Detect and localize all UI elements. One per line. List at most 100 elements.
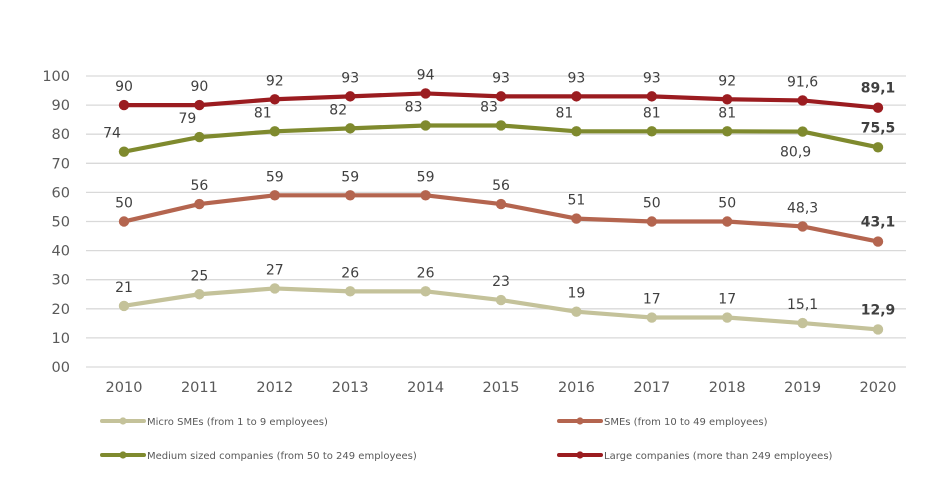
data-label: 93 [567,70,585,86]
x-tick-label: 2015 [483,380,520,396]
data-labels: 21 25 27 26 26 23 19 17 17 15,1 12,9 50 56 59 59 59 56 51… [103,67,895,318]
legend-item: Medium sized companies (from 50 to 249 e… [100,451,417,462]
y-tick-label: 30 [52,273,70,289]
data-point [420,120,431,131]
legend-item: SMEs (from 10 to 49 employees) [557,417,768,428]
data-label: 56 [190,178,208,194]
data-label: 17 [643,292,661,308]
data-point [345,190,356,201]
y-tick-label: 60 [52,185,70,201]
data-label: 43,1 [861,215,896,231]
data-point [269,94,280,105]
data-label: 50 [115,196,133,212]
data-label: 51 [567,193,585,209]
data-point [194,289,205,300]
data-label: 50 [718,196,736,212]
x-axis-ticks: 2010 2011 2012 2013 2014 2015 2016 2017 2018 2019… [106,380,897,396]
legend-marker-icon [576,417,584,425]
y-tick-label: 70 [52,156,70,172]
x-tick-label: 2010 [106,380,143,396]
legend-label: SMEs (from 10 to 49 employees) [604,417,768,428]
x-tick-label: 2014 [407,380,444,396]
data-point [345,91,356,102]
data-point [118,99,130,111]
x-tick-label: 2012 [256,380,293,396]
data-point [345,286,356,297]
data-label: 83 [480,99,498,115]
y-tick-label: 20 [52,302,70,318]
data-point [495,120,507,131]
data-point [420,286,431,297]
data-point [118,300,130,312]
data-point [722,94,733,105]
y-tick-label: 40 [52,244,70,260]
data-point [345,123,356,134]
data-point [646,126,657,137]
data-point [571,306,582,317]
y-tick-label: 50 [52,215,70,231]
y-axis-ticks: 00 10 20 30 40 50 60 70 80 90 100 [42,69,70,376]
data-point [495,294,507,306]
x-tick-label: 2013 [332,380,369,396]
data-label: 59 [266,169,284,185]
x-tick-label: 2020 [860,380,897,396]
data-point [797,221,808,232]
y-tick-label: 10 [52,331,70,347]
data-point [571,126,582,137]
data-label: 90 [190,79,208,95]
legend-label: Medium sized companies (from 50 to 249 e… [147,451,417,462]
data-point [872,102,884,113]
data-point [571,91,582,102]
data-point [495,91,507,102]
data-point [420,88,431,99]
data-point [722,126,733,137]
data-label: 81 [643,105,661,121]
data-point [872,142,884,153]
data-label: 21 [115,280,133,296]
legend-item: Micro SMEs (from 1 to 9 employees) [100,417,328,428]
x-tick-label: 2011 [181,380,218,396]
data-point [194,131,205,143]
data-label: 12,9 [861,302,896,318]
data-point [722,216,733,227]
legend-label: Large companies (more than 249 employees… [604,451,833,462]
data-point [571,213,582,224]
data-label: 26 [341,265,359,281]
data-point [269,283,280,294]
data-point [118,146,130,157]
data-label: 75,5 [861,120,896,136]
data-point [872,324,884,335]
x-tick-label: 2017 [633,380,670,396]
y-tick-label: 00 [52,360,70,376]
data-point [646,312,657,323]
x-tick-label: 2018 [709,380,746,396]
data-label: 59 [341,169,359,185]
x-tick-label: 2016 [558,380,595,396]
data-label: 82 [329,102,347,118]
data-label: 94 [417,67,435,83]
data-label: 89,1 [861,81,896,97]
data-label: 81 [555,105,573,121]
data-label: 74 [103,126,121,142]
legend-marker-icon [119,451,127,459]
data-label: 81 [254,105,272,121]
data-label: 59 [417,169,435,185]
data-point [797,126,808,137]
data-label: 93 [643,70,661,86]
data-label: 23 [492,274,510,290]
y-tick-label: 100 [42,69,70,85]
series-1 [118,283,884,335]
series-2 [118,190,884,247]
data-point [269,126,280,137]
data-label: 91,6 [787,74,818,90]
data-label: 27 [266,262,284,278]
data-label: 90 [115,79,133,95]
data-label: 19 [567,286,585,302]
data-label: 79 [178,111,196,127]
data-label: 17 [718,292,736,308]
data-point [797,95,808,106]
data-point [194,198,205,210]
data-point [118,216,130,227]
